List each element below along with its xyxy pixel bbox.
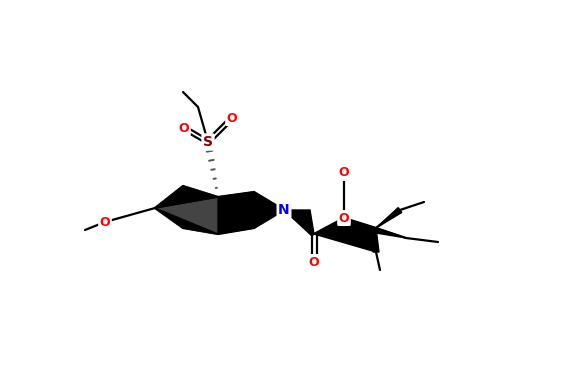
Polygon shape	[376, 207, 402, 228]
Polygon shape	[284, 210, 314, 236]
Text: O: O	[309, 255, 319, 269]
Text: O: O	[227, 111, 237, 125]
Polygon shape	[155, 197, 218, 208]
Polygon shape	[155, 186, 218, 208]
Text: O: O	[100, 215, 111, 228]
Text: O: O	[339, 212, 349, 225]
Polygon shape	[155, 186, 218, 234]
Polygon shape	[314, 218, 406, 252]
Polygon shape	[155, 208, 218, 234]
Polygon shape	[373, 228, 379, 252]
Text: O: O	[179, 122, 190, 135]
Polygon shape	[218, 192, 284, 234]
Polygon shape	[284, 210, 314, 234]
Text: O: O	[339, 166, 349, 179]
Text: N: N	[278, 203, 290, 217]
Text: S: S	[203, 135, 213, 149]
